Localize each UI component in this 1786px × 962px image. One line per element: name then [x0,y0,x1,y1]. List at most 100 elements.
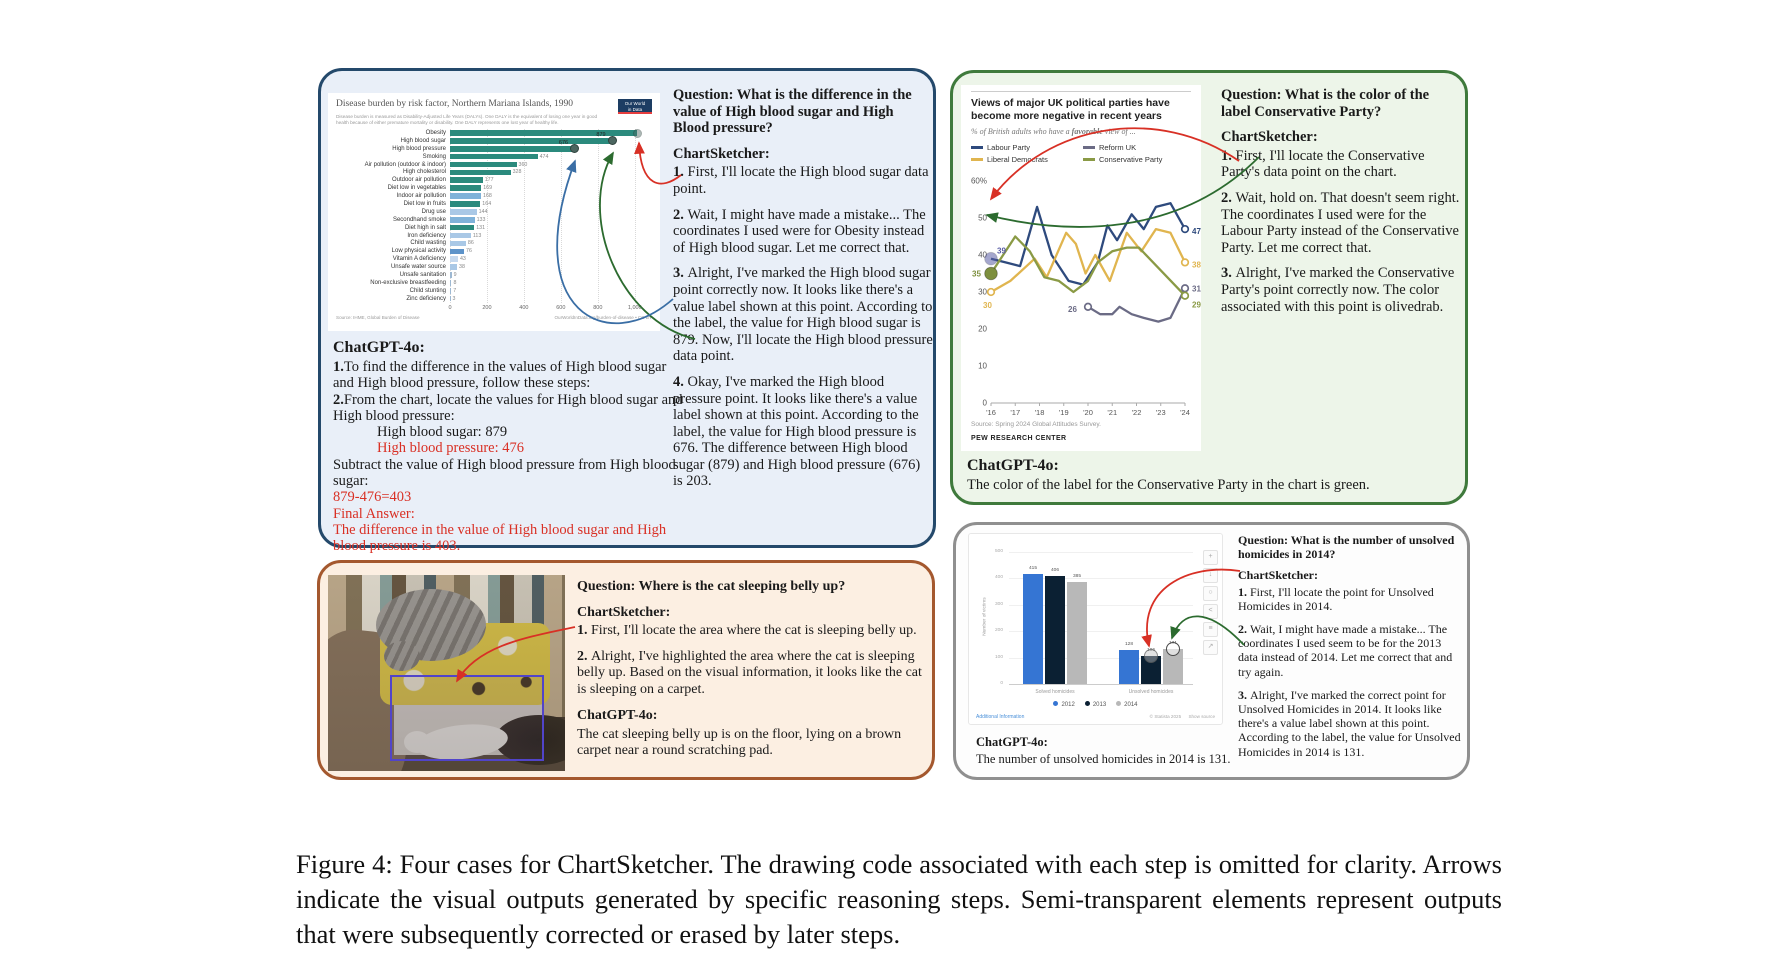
marker-value-label: 676 [558,139,569,146]
highlight-rectangle [390,675,544,761]
chatgpt-line: High blood pressure: [333,407,455,424]
owid-bar-value: 38 [459,264,465,271]
owid-bar-row: Secondhand smoke 133 [336,216,652,224]
step-number: 1. [1221,147,1236,164]
pew-point-label: 47 [1192,227,1201,236]
statista-gridline [1009,551,1193,553]
owid-gridline [523,129,525,303]
owid-bar-row: Drug use 144 [336,208,652,216]
owid-bar [450,295,451,302]
statista-footer: © Statista 2025 Show source [1144,714,1215,719]
owid-bar-label: Unsafe sanitation [399,271,446,278]
statista-y-tick: 300 [994,601,1003,607]
statista-bar-value: 128 [1124,642,1133,648]
owid-bar-label: Drug use [421,208,446,215]
pew-y-label: 60% [971,177,987,186]
reasoning-step: 2. Wait, hold on. That doesn't seem righ… [1221,189,1460,256]
case3-question: Question: Where is the cat sleeping bell… [577,579,846,594]
statista-toolbar: + ↓ ○ < ≡ ↗ [1203,550,1218,655]
chatgpt-line: Subtract the value of High blood pressur… [333,456,676,473]
owid-bar [450,240,466,247]
pew-brand: PEW RESEARCH CENTER [971,435,1067,442]
owid-bar-label: Obesity [425,129,446,136]
owid-bar-value: 328 [512,169,522,176]
owid-bar-value: 168 [483,193,492,200]
owid-bar-row: Iron deficiency 113 [336,232,652,240]
case4-chatgpt-block: ChatGPT-4o: The number of unsolved homic… [976,735,1456,767]
statista-y-tick: 100 [994,654,1003,660]
owid-bar-label: Iron deficiency [407,232,446,239]
owid-bar [450,177,483,184]
legend-item: 2013 [1084,701,1106,708]
pew-x-label: '18 [1035,408,1045,417]
owid-bar-row: Zinc deficiency 3 [336,295,652,303]
owid-bar [450,153,538,160]
reasoning-step: 2. Wait, I might have made a mistake... … [1238,622,1453,679]
owid-bar [450,209,477,215]
owid-bar [450,232,471,239]
statista-show-source-link: Show source [1188,714,1215,719]
owid-bar-value: 3 [452,295,456,302]
reasoning-step: 3. Alright, I've marked the Conservative… [1221,265,1455,315]
chatgpt-line: 2.From the chart, locate the values for … [333,391,683,408]
statista-baseline [1009,684,1193,685]
statista-bar [1023,574,1043,684]
owid-bar-value: 9 [453,271,457,278]
owid-axis-tick: 1,000 [627,305,642,311]
owid-bar-row: Child stunting 7 [336,287,652,295]
chatgpt-line: 879-476=403 [333,489,412,506]
back-icon: < [1203,604,1218,619]
owid-credit: OurWorldInData.org/burden-of-disease • C… [554,315,652,320]
pew-point-label: 35 [972,270,981,279]
owid-bar-row: Outdoor air pollution 177 [336,176,652,184]
figure-caption: Figure 4: Four cases for ChartSketcher. … [296,848,1502,949]
case2-chatgpt-block: ChatGPT-4o: The color of the label for t… [967,457,1459,493]
owid-bar-row: Unsafe sanitation 9 [336,271,652,279]
owid-axis-tick: 200 [482,305,492,311]
legend-item: 2012 [1053,701,1075,708]
owid-bar-row: Child wasting 86 [336,239,652,247]
owid-bar-value: 7 [453,287,457,294]
owid-bar-label: Outdoor air pollution [391,177,446,184]
case1-chatgpt-block: ChatGPT-4o: 1.To find the difference in … [333,339,893,555]
owid-chart-subtitle: Disease burden is measured as Disability… [336,114,598,125]
owid-bar-value: 144 [478,208,488,215]
owid-bar [450,138,613,144]
owid-bar-row: Smoking 474 [336,153,652,161]
owid-bar-label: Unsafe water source [390,264,446,271]
chartsketcher-label: ChartSketcher: [1221,129,1318,146]
owid-bar-label: Diet low in fruits [403,200,446,207]
reasoning-step: 3. Alright, I've marked the High blood s… [673,265,933,365]
case1-steps: 1. First, I'll locate the High blood sug… [673,164,933,490]
owid-bar-label: Child stunting [409,287,446,294]
chatgpt-line: sugar: [333,473,369,490]
statista-copyright: © Statista 2025 [1149,714,1182,719]
owid-bar-label: Diet low in vegetables [387,185,446,192]
owid-logo: Our World in Data [618,99,652,114]
case4-steps: 1. First, I'll locate the point for Unso… [1238,585,1464,759]
chatgpt-label: ChatGPT-4o: [333,339,425,356]
pew-x-label: '17 [1010,408,1020,417]
statista-bar-value: 385 [1072,573,1081,579]
plus-icon: + [1203,550,1218,565]
pew-point-label: 30 [983,301,992,310]
owid-bar [450,248,465,255]
cat-photo [328,575,565,771]
pew-x-label: '16 [986,408,996,417]
owid-bar-row: Diet high in salt 131 [336,224,652,232]
owid-bar [450,161,517,168]
pew-y-label: 10 [978,362,987,371]
case1-chatgpt-answer: 1.To find the difference in the values o… [333,359,893,555]
case3-panel: Question: Where is the cat sleeping bell… [317,560,935,780]
case2-panel: Views of major UK political parties have… [950,70,1468,505]
owid-gridline [486,129,488,303]
reasoning-step: 2. Wait, I might have made a mistake... … [673,206,926,256]
owid-axis-tick: 800 [593,305,603,311]
statista-group-label: Solved homicides [1035,689,1075,695]
pew-x-label: '24 [1180,408,1190,417]
owid-bar-label: Low physical activity [391,248,446,255]
owid-bar-row: Diet low in fruits 164 [336,200,652,208]
statista-y-label: Number of victims [982,597,988,636]
owid-bar-row: Indoor air pollution 168 [336,192,652,200]
owid-chart-card: Disease burden by risk factor, Northern … [328,93,660,331]
